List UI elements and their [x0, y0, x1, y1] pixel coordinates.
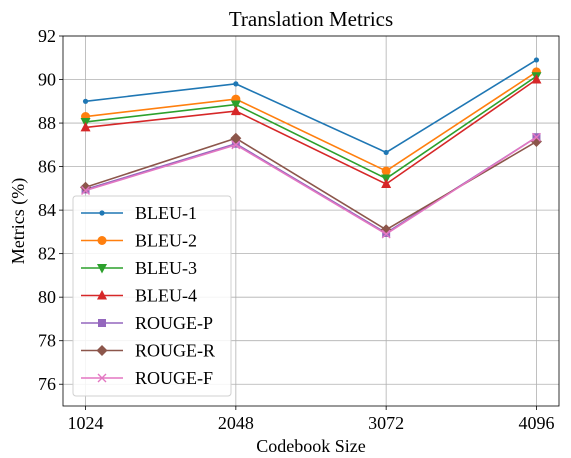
plot-frame — [62, 35, 560, 407]
data-point — [233, 81, 239, 87]
legend-marker — [97, 264, 107, 274]
data-point — [230, 100, 241, 111]
legend-item: BLEU-1 — [81, 203, 197, 223]
data-point — [230, 105, 241, 116]
series-line — [85, 75, 537, 180]
legend-label: BLEU-4 — [135, 286, 197, 306]
y-axis-label: Metrics (%) — [8, 178, 29, 264]
legend-label: ROUGE-P — [135, 313, 213, 333]
y-tick-label: 84 — [38, 200, 56, 220]
legend-label: BLEU-1 — [135, 203, 197, 223]
data-point — [531, 74, 542, 84]
series-line — [85, 71, 537, 172]
x-axis-label: Codebook Size — [256, 436, 366, 456]
series-bleu-4 — [80, 74, 542, 188]
legend-marker — [97, 290, 107, 300]
chart-title: Translation Metrics — [229, 7, 393, 31]
x-tick-label: 4096 — [518, 413, 554, 433]
legend-marker — [98, 319, 106, 327]
data-point — [381, 229, 391, 239]
legend-marker — [97, 236, 107, 245]
data-point — [383, 149, 389, 156]
series-line — [85, 59, 537, 154]
data-point — [531, 132, 541, 142]
data-point — [231, 140, 241, 150]
legend-item: BLEU-3 — [81, 258, 197, 278]
series-line — [85, 78, 537, 185]
legend-marker — [96, 345, 108, 356]
legend-item: BLEU-4 — [81, 286, 197, 306]
y-tick-label: 80 — [38, 287, 56, 307]
data-point — [230, 132, 242, 144]
legend-marker — [99, 210, 105, 216]
data-point — [381, 178, 392, 188]
y-axis: 76 78 80 82 84 86 88 90 92 — [38, 26, 63, 394]
legend-label: ROUGE-R — [135, 341, 215, 361]
legend-marker — [97, 373, 107, 383]
legend-label: BLEU-3 — [135, 258, 197, 278]
y-tick-label: 90 — [38, 70, 56, 90]
legend-item: ROUGE-F — [81, 368, 213, 388]
series-bleu-1 — [82, 57, 540, 156]
x-tick-label: 1024 — [68, 413, 104, 433]
y-tick-label: 78 — [38, 331, 56, 351]
y-tick-label: 88 — [38, 113, 56, 133]
data-point — [381, 166, 391, 176]
x-tick-label: 3072 — [368, 413, 404, 433]
legend-label: ROUGE-F — [135, 368, 213, 388]
legend-item: ROUGE-P — [81, 313, 213, 333]
y-tick-label: 92 — [38, 26, 56, 46]
legend: BLEU-1 BLEU-2 BLEU-3 BLEU-4 ROUGE-P ROUGE-R RO… — [72, 195, 232, 397]
legend-item: BLEU-2 — [81, 231, 197, 251]
legend-item: ROUGE-R — [81, 341, 215, 361]
x-axis: 1024 2048 3072 4096 — [68, 406, 554, 433]
legend-label: BLEU-2 — [135, 231, 197, 251]
data-point — [81, 186, 91, 196]
y-tick-label: 76 — [38, 374, 56, 394]
x-tick-label: 2048 — [218, 413, 254, 433]
legend-box — [72, 195, 232, 397]
data-point — [82, 98, 89, 104]
series-line — [85, 136, 537, 235]
y-tick-label: 86 — [38, 157, 56, 177]
series-rouge-f — [81, 132, 541, 239]
series-group — [80, 57, 542, 239]
y-tick-label: 82 — [38, 244, 56, 264]
data-point — [80, 121, 91, 132]
data-point — [533, 57, 540, 63]
